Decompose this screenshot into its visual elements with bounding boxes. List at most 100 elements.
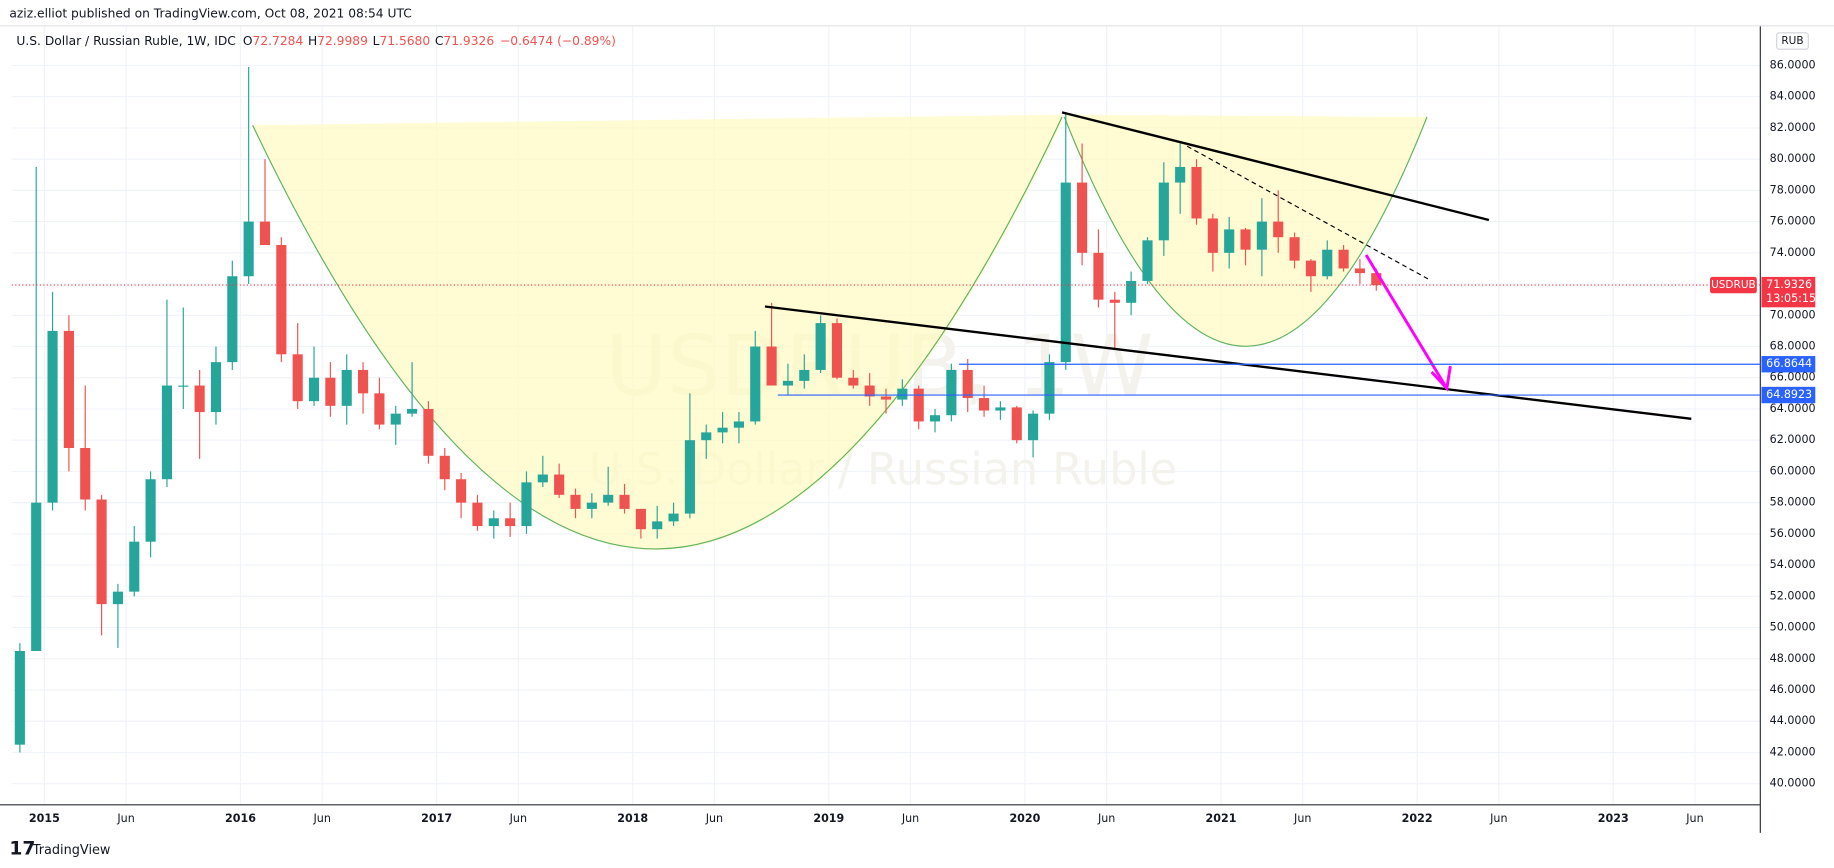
candle-body: [766, 346, 777, 386]
candle-body: [848, 377, 859, 386]
candle-body: [570, 494, 581, 509]
candle-body: [1224, 229, 1235, 253]
candle-body: [864, 385, 875, 397]
x-tick-label: 2021: [1206, 812, 1237, 825]
candle-body: [1322, 249, 1333, 277]
candle-body: [341, 369, 352, 406]
candle-body: [978, 398, 990, 411]
publish-header: aziz.elliot published on TradingView.com…: [9, 7, 411, 21]
candle-body: [1273, 221, 1284, 238]
candle-body: [112, 591, 123, 605]
y-tick-label: 66.0000: [1770, 371, 1816, 384]
legend-label: H: [308, 34, 317, 48]
candle-body: [210, 362, 222, 413]
candle-body: [325, 377, 336, 406]
candle-body: [929, 415, 941, 422]
x-tick-label: Jun: [1489, 812, 1507, 825]
candle-body: [390, 413, 401, 425]
candle-body: [1175, 166, 1186, 183]
drawings: [764, 111, 1692, 420]
y-tick-label: 58.0000: [1770, 496, 1816, 509]
y-tick-label: 68.0000: [1770, 340, 1816, 353]
x-tick-label: 2016: [225, 812, 256, 825]
candle-body: [1093, 252, 1104, 300]
candle-body: [750, 346, 761, 422]
trendline-dashed: [1186, 145, 1430, 281]
candle-body: [243, 221, 254, 277]
y-tick-label: 64.0000: [1770, 402, 1816, 415]
candle-body: [1142, 240, 1153, 281]
candle-body: [521, 482, 532, 527]
y-tick-label: 84.0000: [1770, 90, 1816, 103]
candle-body: [407, 408, 418, 414]
candle-body: [782, 380, 794, 386]
candle-body: [357, 369, 369, 394]
x-tick-label: Jun: [116, 812, 134, 825]
candle-body: [161, 385, 173, 480]
candle-body: [880, 396, 892, 400]
candle-body: [1305, 260, 1316, 277]
legend-line: U.S. Dollar / Russian Ruble, 1W, IDC O72.…: [16, 34, 616, 48]
trendline: [764, 305, 1692, 420]
candle-body: [619, 494, 630, 509]
candle-body: [505, 518, 516, 527]
candle-body: [684, 440, 695, 514]
cup-fill: [252, 114, 1063, 551]
candle-body: [635, 508, 646, 530]
price-label: 64.8923: [1766, 388, 1812, 401]
legend-low: 71.5680: [379, 34, 430, 48]
candle-body: [1256, 221, 1267, 250]
legend-change: −0.6474 (−0.89%): [500, 34, 616, 48]
candle-body: [96, 499, 107, 605]
x-tick-label: 2023: [1598, 812, 1629, 825]
candle-body: [1126, 280, 1137, 303]
candle-body: [308, 377, 320, 402]
candle-body: [129, 541, 140, 592]
candle-body: [668, 513, 679, 522]
last-price: 71.9326: [1766, 278, 1812, 291]
candle-body: [194, 385, 205, 413]
x-tick-label: 2015: [29, 812, 60, 825]
candle-body: [1077, 182, 1088, 253]
candle-body: [292, 354, 303, 402]
candle-body: [554, 474, 565, 495]
candle-body: [14, 650, 25, 745]
y-tick-label: 78.0000: [1770, 183, 1816, 196]
price-label: 66.8644: [1766, 357, 1812, 370]
candle-body: [652, 521, 663, 530]
candle-body: [962, 369, 973, 399]
y-tick-label: 50.0000: [1770, 621, 1816, 634]
price-label-bg: [1761, 356, 1816, 373]
candle-body: [603, 494, 614, 503]
candle-body: [1289, 237, 1300, 261]
trendline: [1061, 111, 1490, 222]
y-tick-label: 52.0000: [1770, 589, 1816, 602]
y-tick-label: 62.0000: [1770, 433, 1816, 446]
currency: RUB: [1781, 35, 1803, 47]
legend-open: 72.7284: [253, 34, 304, 48]
candle-body: [456, 479, 467, 503]
candle-body: [1011, 407, 1022, 441]
candle-body: [717, 427, 728, 433]
x-tick-label: 2018: [617, 812, 648, 825]
y-tick-label: 82.0000: [1770, 121, 1816, 134]
candle-body: [63, 330, 74, 448]
y-tick-label: 76.0000: [1770, 215, 1816, 228]
x-tick-label: Jun: [705, 812, 723, 825]
candle-body: [1158, 182, 1169, 241]
candle-body: [586, 502, 597, 509]
candle-body: [472, 502, 483, 527]
candle-body: [1028, 413, 1039, 441]
candle-body: [178, 385, 189, 387]
y-tick-label: 42.0000: [1770, 745, 1816, 758]
candle-body: [1191, 166, 1202, 219]
candle-body: [423, 408, 434, 456]
x-tick-label: 2022: [1402, 812, 1433, 825]
legend-high: 72.9989: [317, 34, 368, 48]
candle-body: [1354, 268, 1365, 274]
x-tick-label: Jun: [1293, 812, 1311, 825]
candle-body: [488, 518, 499, 527]
axes: 40.0000 42.0000 44.0000 46.0000 48.0000 50.00…: [29, 58, 1816, 824]
candle-body: [276, 245, 287, 355]
